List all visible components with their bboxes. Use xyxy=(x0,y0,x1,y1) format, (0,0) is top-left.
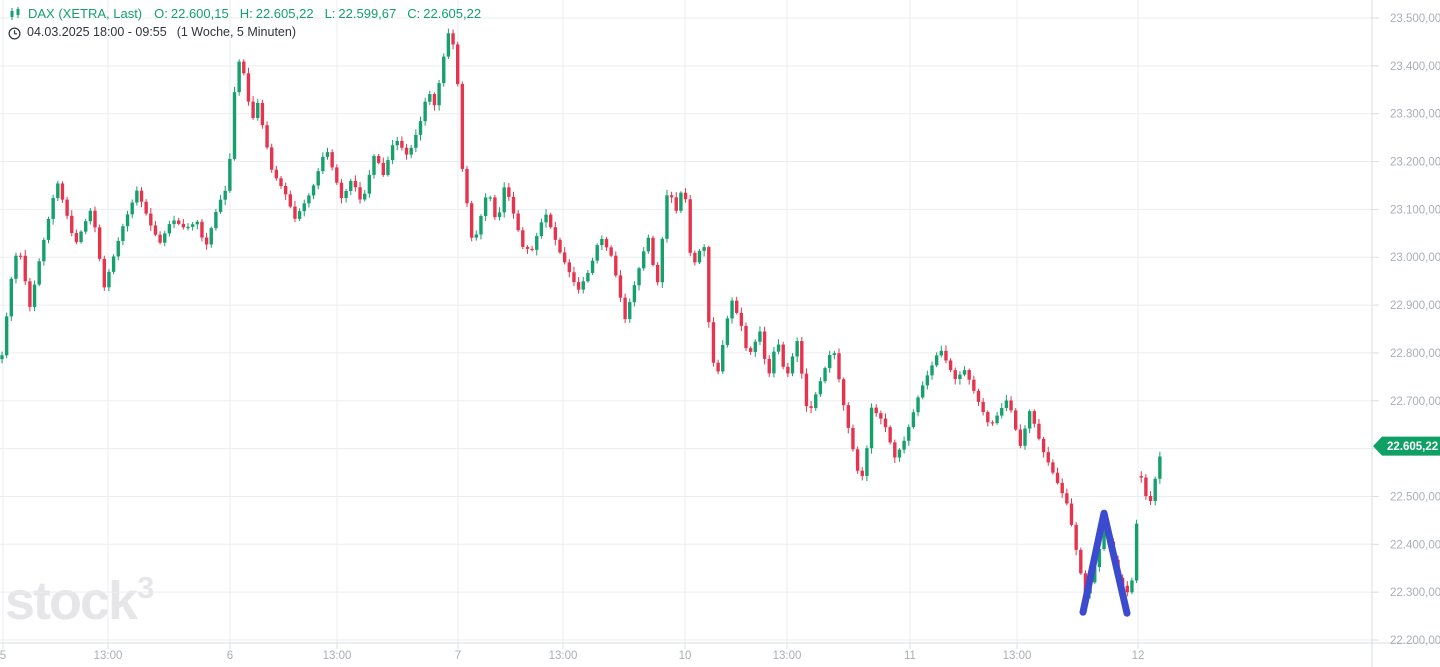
clock-icon xyxy=(8,27,21,40)
price-tick-label: 23.000,00 xyxy=(1390,252,1440,264)
price-tick-label: 22.800,00 xyxy=(1390,348,1440,360)
price-tick-label: 23.300,00 xyxy=(1390,109,1440,121)
high-value: H: 22.605,22 xyxy=(239,6,314,21)
price-tick-label: 23.500,00 xyxy=(1390,13,1440,25)
price-tick-label: 22.300,00 xyxy=(1390,587,1440,599)
datetime-range: 04.03.2025 18:00 - 09:55 xyxy=(27,25,167,40)
close-value: C: 22.605,22 xyxy=(407,6,482,21)
open-value: O: 22.600,15 xyxy=(154,6,229,21)
price-tick-label: 22.400,00 xyxy=(1390,539,1440,551)
price-tick-label: 23.400,00 xyxy=(1390,61,1440,73)
time-tick-label: 7 xyxy=(455,650,461,662)
symbol-name[interactable]: DAX (XETRA, Last) xyxy=(28,6,143,21)
price-tick-label: 23.100,00 xyxy=(1390,204,1440,216)
time-tick-label: 13:00 xyxy=(549,650,578,662)
last-price-badge: 22.605,22 xyxy=(1373,436,1440,456)
price-tick-label: 22.900,00 xyxy=(1390,300,1440,312)
price-tick-label: 23.200,00 xyxy=(1390,157,1440,169)
price-tick-label: 22.500,00 xyxy=(1390,491,1440,503)
stock3-watermark: stock3 xyxy=(5,571,154,631)
timeframe-label: (1 Woche, 5 Minuten) xyxy=(176,25,296,40)
last-price-value: 22.605,22 xyxy=(1387,441,1438,453)
time-tick-label: 13:00 xyxy=(773,650,802,662)
chart-legend: DAX (XETRA, Last) O: 22.600,15 H: 22.605,2… xyxy=(8,6,492,41)
candlestick-icon xyxy=(8,7,22,21)
candles[interactable] xyxy=(0,28,1162,599)
watermark-sup-3: 3 xyxy=(137,570,155,605)
time-tick-label: 13:00 xyxy=(94,650,123,662)
price-tick-label: 22.700,00 xyxy=(1390,396,1440,408)
time-axis-labels[interactable]: 5 13:00 6 13:00 7 13:00 10 13:00 11 13:00 12 xyxy=(0,643,1144,662)
time-tick-label: 6 xyxy=(227,650,233,662)
time-tick-label: 12 xyxy=(1132,650,1145,662)
watermark-text: stock xyxy=(5,571,138,631)
price-axis-labels[interactable]: 23.500,00 23.400,00 23.300,00 23.200,00 23.1… xyxy=(1372,13,1440,647)
time-tick-label: 11 xyxy=(904,650,916,662)
low-value: L: 22.599,67 xyxy=(324,6,397,21)
time-tick-label: 13:00 xyxy=(1003,650,1032,662)
drawn-annotation[interactable] xyxy=(1079,509,1131,617)
time-tick-label: 5 xyxy=(0,650,6,662)
price-tick-label: 22.200,00 xyxy=(1390,635,1440,647)
time-tick-label: 13:00 xyxy=(323,650,352,662)
grid-lines xyxy=(0,0,1372,643)
time-tick-label: 10 xyxy=(679,650,692,662)
